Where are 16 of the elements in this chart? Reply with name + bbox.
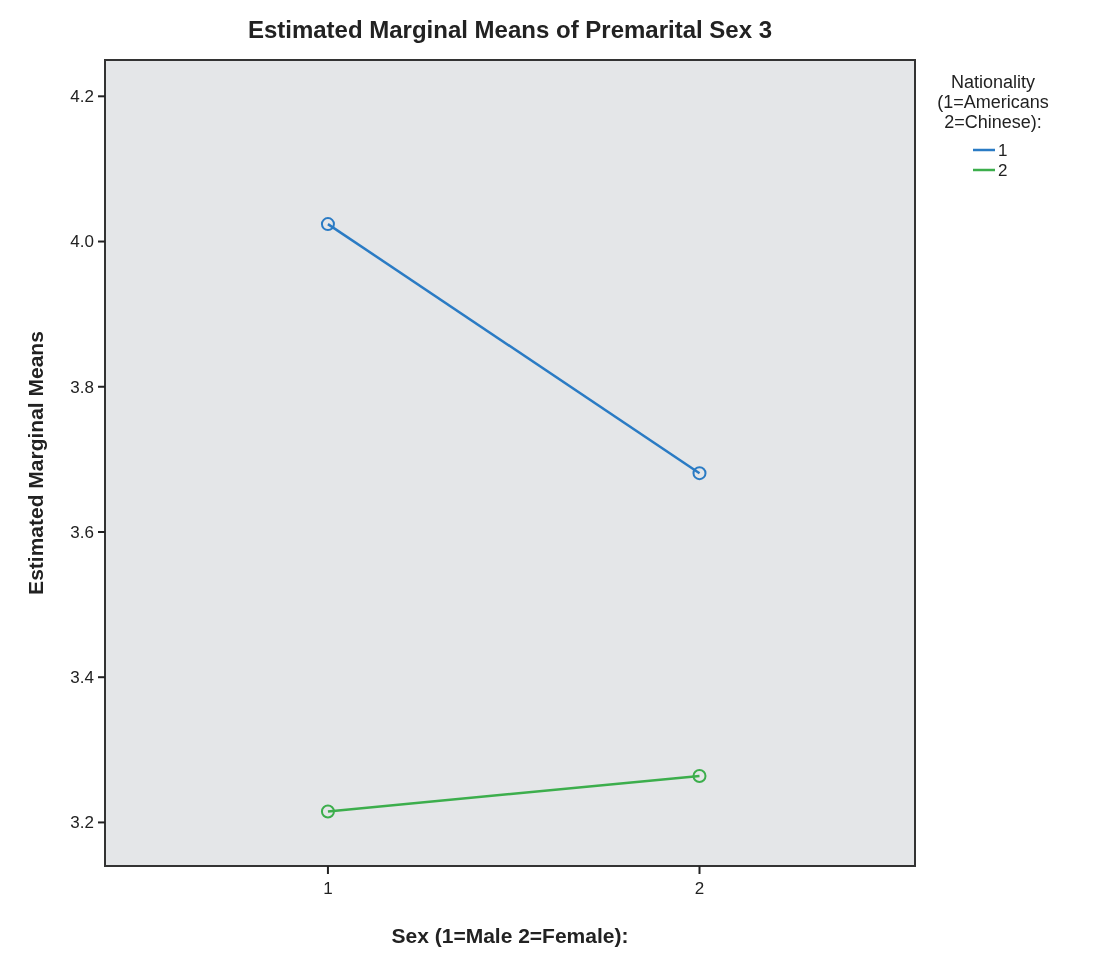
point <box>692 466 707 481</box>
y-tick-label: 3.4 <box>70 668 94 688</box>
y-tick-label: 3.6 <box>70 522 94 542</box>
point <box>320 217 335 232</box>
point <box>692 768 707 783</box>
x-axis-title: Sex (1=Male 2=Female): <box>391 924 629 947</box>
chart-title: Estimated Marginal Means of Premarital Sex 3 <box>247 16 773 43</box>
y-axis-title: Estimated Marginal Means <box>24 331 47 595</box>
y-tick-label: 3.8 <box>70 377 94 397</box>
y-tick-label: 4.2 <box>70 87 94 107</box>
point <box>320 804 335 819</box>
y-tick-label: 3.2 <box>70 813 94 833</box>
legend-label: 2 <box>998 160 1008 180</box>
y-tick-label: 4.0 <box>70 232 94 252</box>
legend-title: Nationality (1=Americans 2=Chinese): <box>937 72 1049 132</box>
legend-label: 1 <box>998 140 1008 160</box>
